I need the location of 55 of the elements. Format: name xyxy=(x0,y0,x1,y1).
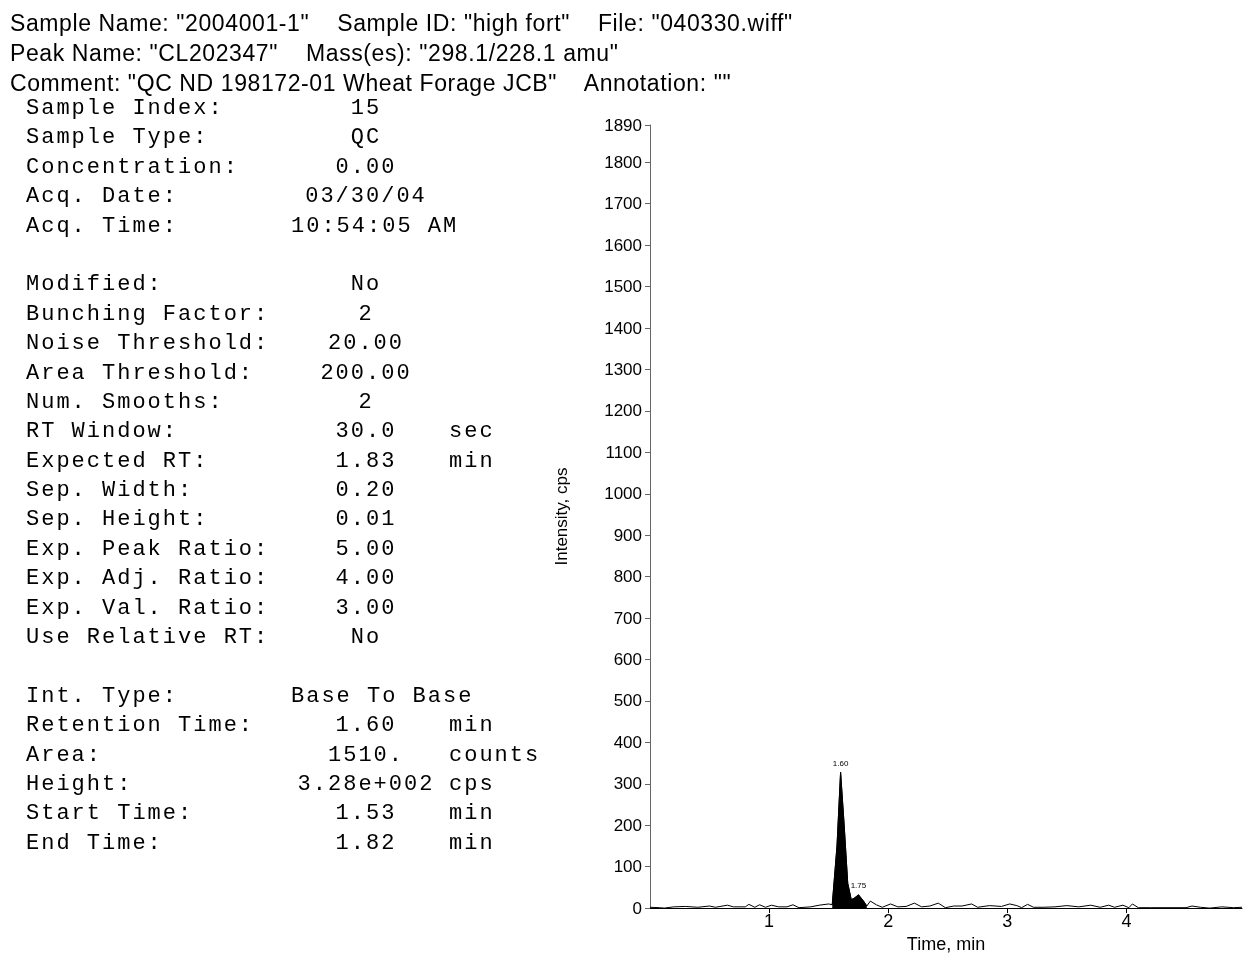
x-tick-label: 4 xyxy=(1121,911,1132,932)
text: Num. Smooths: 2 xyxy=(26,389,374,415)
text: Exp. Val. Ratio: 3.00 xyxy=(26,595,397,621)
text: Sample Name: "2004001-1" Sample ID: "high fort" File: "040330.wiff" xyxy=(10,9,793,38)
y-axis-title: Intensity, cps xyxy=(552,467,571,566)
y-tick-label: 900 xyxy=(613,525,642,545)
text: Start Time: 1.53 min xyxy=(26,801,495,827)
y-tick-label: 1700 xyxy=(604,194,642,214)
y-tick-label: 0 xyxy=(632,898,642,918)
x-tick-label: 2 xyxy=(883,911,894,932)
text: Sep. Height: 0.01 xyxy=(26,507,397,533)
text: Exp. Peak Ratio: 5.00 xyxy=(26,536,397,562)
text: Use Relative RT: No xyxy=(26,625,382,651)
text: Sample Type: QC xyxy=(26,125,382,151)
y-tick-label: 100 xyxy=(613,857,642,877)
y-tick-label: 200 xyxy=(613,815,642,835)
y-tick-label: 1500 xyxy=(604,277,642,297)
y-tick-label: 600 xyxy=(613,650,642,669)
x-tick-label: 1 xyxy=(764,911,775,932)
y-tick-label: 1600 xyxy=(604,235,642,255)
text: Retention Time: 1.60 min xyxy=(26,713,495,739)
annotation: 1.60 xyxy=(832,758,849,768)
text: Noise Threshold: 20.00 xyxy=(26,331,404,357)
text: Sample Index: 15 xyxy=(26,96,382,121)
y-tick-label: 1100 xyxy=(605,442,642,462)
y-tick-label: 800 xyxy=(613,567,642,587)
text: Expected RT: 1.83 min xyxy=(26,448,495,474)
text: Sep. Width: 0.20 xyxy=(26,478,397,504)
x-axis-title: Time, min xyxy=(906,934,986,954)
y-tick-label: 1890 xyxy=(604,115,642,135)
y-tick-label: 700 xyxy=(613,608,642,628)
text: Area: 1510. counts xyxy=(26,742,541,768)
text: Height: 3.28e+002 cps xyxy=(26,771,495,797)
text: Peak Name: "CL202347" Mass(es): "298.1/228.1 amu" xyxy=(10,39,620,68)
text: Exp. Adj. Ratio: 4.00 xyxy=(26,566,397,592)
text: Area Threshold: 200.00 xyxy=(26,360,412,386)
y-tick-label: 1300 xyxy=(604,359,642,379)
y-tick-label: 500 xyxy=(613,691,642,711)
y-tick-label: 1800 xyxy=(604,152,642,172)
y-tick-label: 1200 xyxy=(604,401,642,421)
x-tick-label: 3 xyxy=(1002,911,1013,932)
text: Comment: "QC ND 198172-01 Wheat Forage JCB" Annotation: "" xyxy=(10,69,733,98)
text: Acq. Time: 10:54:05 AM xyxy=(26,213,459,239)
text: End Time: 1.82 min xyxy=(26,830,495,856)
y-tick-label: 1400 xyxy=(604,318,642,338)
text: RT Window: 30.0 sec xyxy=(26,419,495,445)
y-tick-label: 1000 xyxy=(604,484,642,504)
text: Int. Type: Base To Base xyxy=(26,683,474,709)
y-tick-label: 300 xyxy=(613,774,642,794)
y-tick-label: 400 xyxy=(613,732,642,752)
text: Acq. Date: 03/30/04 xyxy=(26,184,427,210)
text: Modified: No xyxy=(26,272,382,298)
text: Bunching Factor: 2 xyxy=(26,301,374,327)
text: Concentration: 0.00 xyxy=(26,154,397,180)
annotation: 1.75 xyxy=(850,881,867,891)
